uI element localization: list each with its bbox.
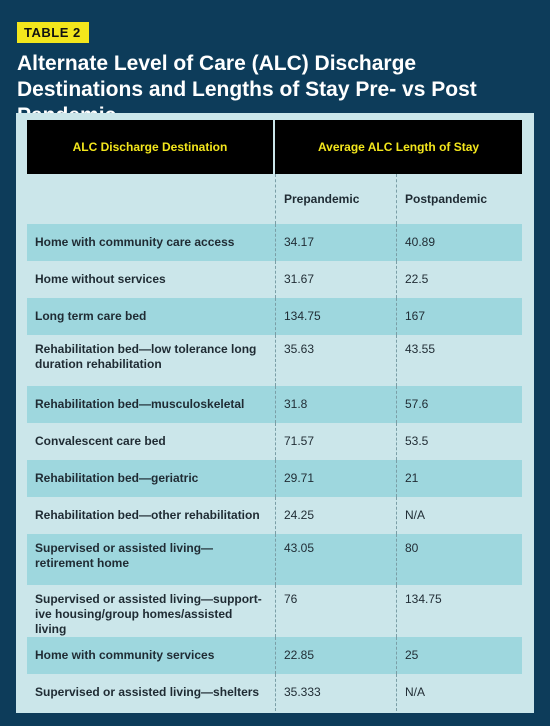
table-row: Home without services 31.67 22.5 (27, 261, 522, 298)
table-row: Home with community services 22.85 25 (27, 637, 523, 674)
destination-cell: Supervised or assisted living—retirement… (27, 534, 275, 585)
postpandemic-cell: 80 (397, 534, 523, 585)
prepandemic-cell: 31.8 (275, 386, 397, 423)
header-destination: ALC Discharge Destination (27, 120, 275, 174)
prepandemic-cell: 76 (275, 585, 397, 637)
subheader-prepandemic: Prepandemic (275, 174, 397, 224)
prepandemic-cell: 29.71 (275, 460, 397, 497)
table-number-badge: TABLE 2 (17, 22, 89, 43)
prepandemic-cell: 35.333 (275, 674, 397, 711)
destination-cell: Rehabilitation bed—other rehabilitation (35, 508, 260, 522)
postpandemic-cell: 53.5 (405, 434, 429, 448)
table-row: Rehabilitation bed—low tolerance long du… (27, 335, 522, 386)
postpandemic-cell: 43.55 (405, 342, 436, 356)
postpandemic-cell: 40.89 (397, 224, 523, 261)
subheader-row: Prepandemic Postpandemic (27, 174, 522, 224)
table-row: Supervised or assisted living—shelters 3… (27, 674, 522, 711)
prepandemic-cell: 34.17 (275, 224, 397, 261)
table-row: Supervised or assisted living—support-iv… (27, 585, 522, 637)
destination-cell: Convalescent care bed (35, 434, 166, 448)
table-row: Long term care bed 134.75 167 (27, 298, 523, 335)
prepandemic-cell: 71.57 (275, 423, 397, 460)
table-row: Home with community care access 34.17 40… (27, 224, 523, 261)
postpandemic-cell: 21 (397, 460, 523, 497)
table-row: Convalescent care bed 71.57 53.5 (27, 423, 522, 460)
subheader-empty (27, 174, 275, 224)
prepandemic-cell: 31.67 (275, 261, 397, 298)
prepandemic-cell: 134.75 (275, 298, 397, 335)
destination-cell: Home without services (35, 272, 166, 286)
table-panel: ALC Discharge Destination Average ALC Le… (16, 113, 534, 713)
subheader-postpandemic: Postpandemic (405, 191, 488, 206)
header-length-of-stay: Average ALC Length of Stay (275, 120, 523, 174)
table-row: Rehabilitation bed—musculoskeletal 31.8 … (27, 386, 523, 423)
postpandemic-cell: 57.6 (397, 386, 523, 423)
postpandemic-cell: 167 (397, 298, 523, 335)
destination-cell: Supervised or assisted living—shelters (35, 685, 260, 699)
prepandemic-cell: 24.25 (275, 497, 397, 534)
destination-cell: Supervised or assisted living—support-iv… (35, 592, 262, 636)
postpandemic-cell: 134.75 (405, 592, 442, 606)
table-row: Rehabilitation bed—geriatric 29.71 21 (27, 460, 523, 497)
destination-cell: Home with community care access (27, 224, 275, 261)
postpandemic-cell: 22.5 (405, 272, 429, 286)
table-row: Supervised or assisted living—retirement… (27, 534, 523, 585)
prepandemic-cell: 35.63 (275, 335, 397, 386)
destination-cell: Home with community services (27, 637, 275, 674)
table-row: Rehabilitation bed—other rehabilitation … (27, 497, 522, 534)
prepandemic-cell: 22.85 (275, 637, 397, 674)
destination-cell: Long term care bed (27, 298, 275, 335)
destination-cell: Rehabilitation bed—musculoskeletal (27, 386, 275, 423)
postpandemic-cell: N/A (405, 685, 426, 699)
postpandemic-cell: N/A (405, 508, 426, 522)
prepandemic-cell: 43.05 (275, 534, 397, 585)
destination-cell: Rehabilitation bed—geriatric (27, 460, 275, 497)
alc-table: ALC Discharge Destination Average ALC Le… (27, 120, 523, 711)
destination-cell: Rehabilitation bed—low tolerance long du… (35, 342, 257, 371)
postpandemic-cell: 25 (397, 637, 523, 674)
